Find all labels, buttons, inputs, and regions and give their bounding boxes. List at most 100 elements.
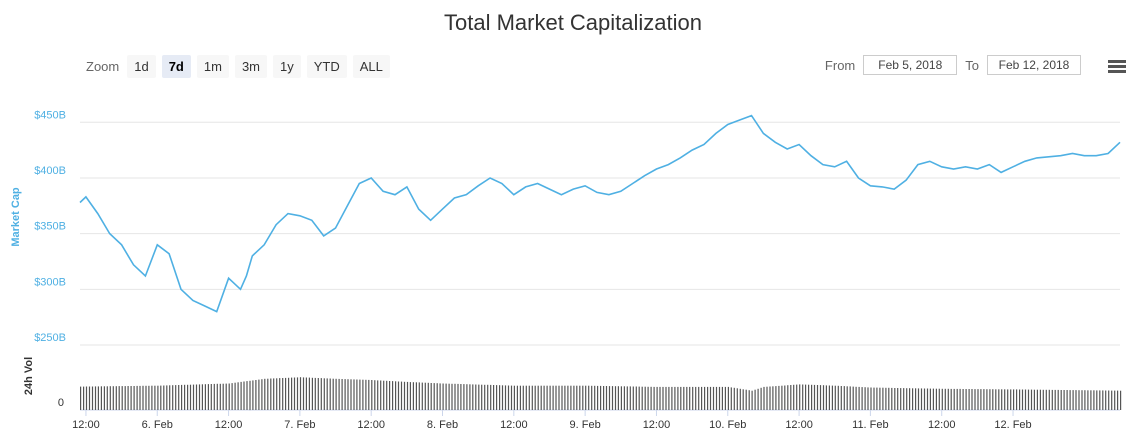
volume-bar <box>1048 389 1050 410</box>
volume-bar <box>882 387 884 410</box>
volume-bar <box>178 385 180 410</box>
volume-bar <box>204 384 206 410</box>
volume-bar <box>157 385 159 410</box>
volume-bar <box>412 382 414 410</box>
volume-bar <box>136 385 138 410</box>
volume-tick-0: 0 <box>58 397 64 409</box>
x-tick-label: 12:00 <box>215 419 243 431</box>
volume-bar <box>189 384 192 410</box>
volume-axis-label: 24h Vol <box>23 357 35 395</box>
volume-bar <box>769 386 771 410</box>
volume-bar <box>558 385 560 410</box>
volume-bar <box>555 385 557 410</box>
volume-bar <box>561 385 563 410</box>
volume-bar <box>1019 389 1021 410</box>
x-tick-label: 8. Feb <box>427 419 458 431</box>
volume-bar <box>507 385 510 410</box>
volume-bar <box>989 389 991 410</box>
volume-bar <box>151 385 153 410</box>
volume-bar <box>805 384 807 410</box>
zoom-1y-button[interactable]: 1y <box>273 55 301 78</box>
to-date-input[interactable] <box>987 55 1081 75</box>
volume-bar <box>867 387 869 410</box>
y-axis-ticks: $250B $300B $350B $400B $450B <box>34 109 66 344</box>
volume-bar <box>207 384 209 410</box>
volume-bar <box>629 386 631 410</box>
volume-bar <box>953 388 955 410</box>
volume-bar <box>635 386 637 410</box>
volume-bar <box>1099 390 1101 410</box>
from-date-input[interactable] <box>863 55 958 75</box>
volume-bar <box>929 388 931 410</box>
volume-bar <box>525 385 527 410</box>
volume-bar <box>846 386 848 410</box>
volume-bar <box>100 386 102 410</box>
volume-bar <box>1096 390 1098 410</box>
volume-bar <box>195 384 198 410</box>
volume-bar <box>790 385 792 410</box>
volume-bar <box>698 386 700 410</box>
volume-bar <box>852 386 854 410</box>
volume-bar <box>730 387 732 410</box>
x-tick-label: 11. Feb <box>852 419 889 431</box>
volume-bar <box>683 386 685 410</box>
zoom-3m-button[interactable]: 3m <box>234 55 267 78</box>
zoom-1d-button[interactable]: 1d <box>127 55 156 78</box>
volume-bar <box>97 386 99 410</box>
volume-bar <box>903 388 905 410</box>
volume-bar <box>496 385 498 410</box>
zoom-1m-button[interactable]: 1m <box>196 55 229 78</box>
volume-bar <box>112 386 114 410</box>
volume-bar <box>754 389 756 410</box>
volume-bar <box>466 384 468 410</box>
volume-bar <box>439 383 441 410</box>
volume-bar <box>243 381 245 410</box>
volume-bar <box>662 386 664 410</box>
volume-bar <box>1090 390 1092 410</box>
zoom-ytd-button[interactable]: YTD <box>306 55 347 78</box>
volume-bar <box>85 386 88 410</box>
volume-bar <box>1084 390 1086 410</box>
volume-bar <box>493 385 495 410</box>
volume-bar <box>347 379 349 410</box>
volume-bar <box>216 383 218 410</box>
volume-bar <box>626 386 628 410</box>
volume-bar <box>858 386 860 410</box>
volume-bar <box>365 379 367 410</box>
volume-bar <box>650 386 652 410</box>
chart-title: Total Market Capitalization <box>443 10 702 35</box>
volume-bar <box>1021 389 1024 410</box>
volume-bar <box>392 381 394 410</box>
volume-bar <box>876 387 878 410</box>
volume-bar <box>870 387 872 410</box>
zoom-all-button[interactable]: ALL <box>352 55 390 78</box>
volume-bar <box>567 385 569 410</box>
volume-bar <box>546 385 548 410</box>
volume-bar <box>537 385 539 410</box>
volume-bar <box>88 386 91 410</box>
zoom-7d-button[interactable]: 7d <box>161 55 191 78</box>
volume-bar <box>739 388 741 410</box>
volume-bar <box>974 389 976 410</box>
volume-bar <box>478 384 480 410</box>
volume-bar <box>516 385 518 410</box>
volume-bar <box>831 385 833 410</box>
volume-bar <box>94 386 97 410</box>
volume-bar <box>956 388 958 410</box>
menu-icon[interactable] <box>1108 60 1126 74</box>
y-tick-label: $250B <box>34 332 66 344</box>
volume-bar <box>1102 390 1104 410</box>
volume-bar <box>611 386 614 410</box>
to-label: To <box>965 57 979 73</box>
volume-bar <box>472 384 474 410</box>
volume-bar <box>712 386 715 410</box>
volume-bar <box>338 378 340 410</box>
volume-bar <box>389 381 391 410</box>
volume-bar <box>579 385 581 410</box>
volume-bar <box>971 389 973 410</box>
volume-bar <box>992 389 994 410</box>
volume-bar <box>808 384 810 410</box>
volume-bar <box>576 385 578 410</box>
volume-bar <box>320 378 322 410</box>
volume-bar <box>603 386 605 410</box>
